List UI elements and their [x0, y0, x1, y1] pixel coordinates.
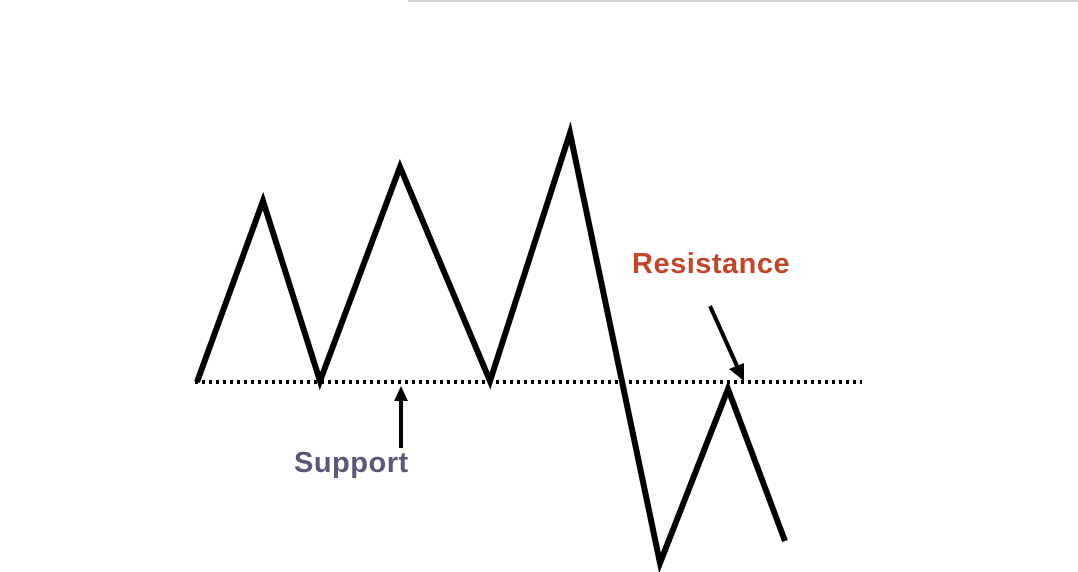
resistance-label: Resistance [632, 248, 791, 280]
top-border-line [408, 0, 1078, 2]
resistance-arrow [708, 305, 744, 381]
support-arrow [394, 386, 408, 448]
support-label: Support [294, 447, 409, 479]
price-zigzag-line [194, 121, 788, 572]
